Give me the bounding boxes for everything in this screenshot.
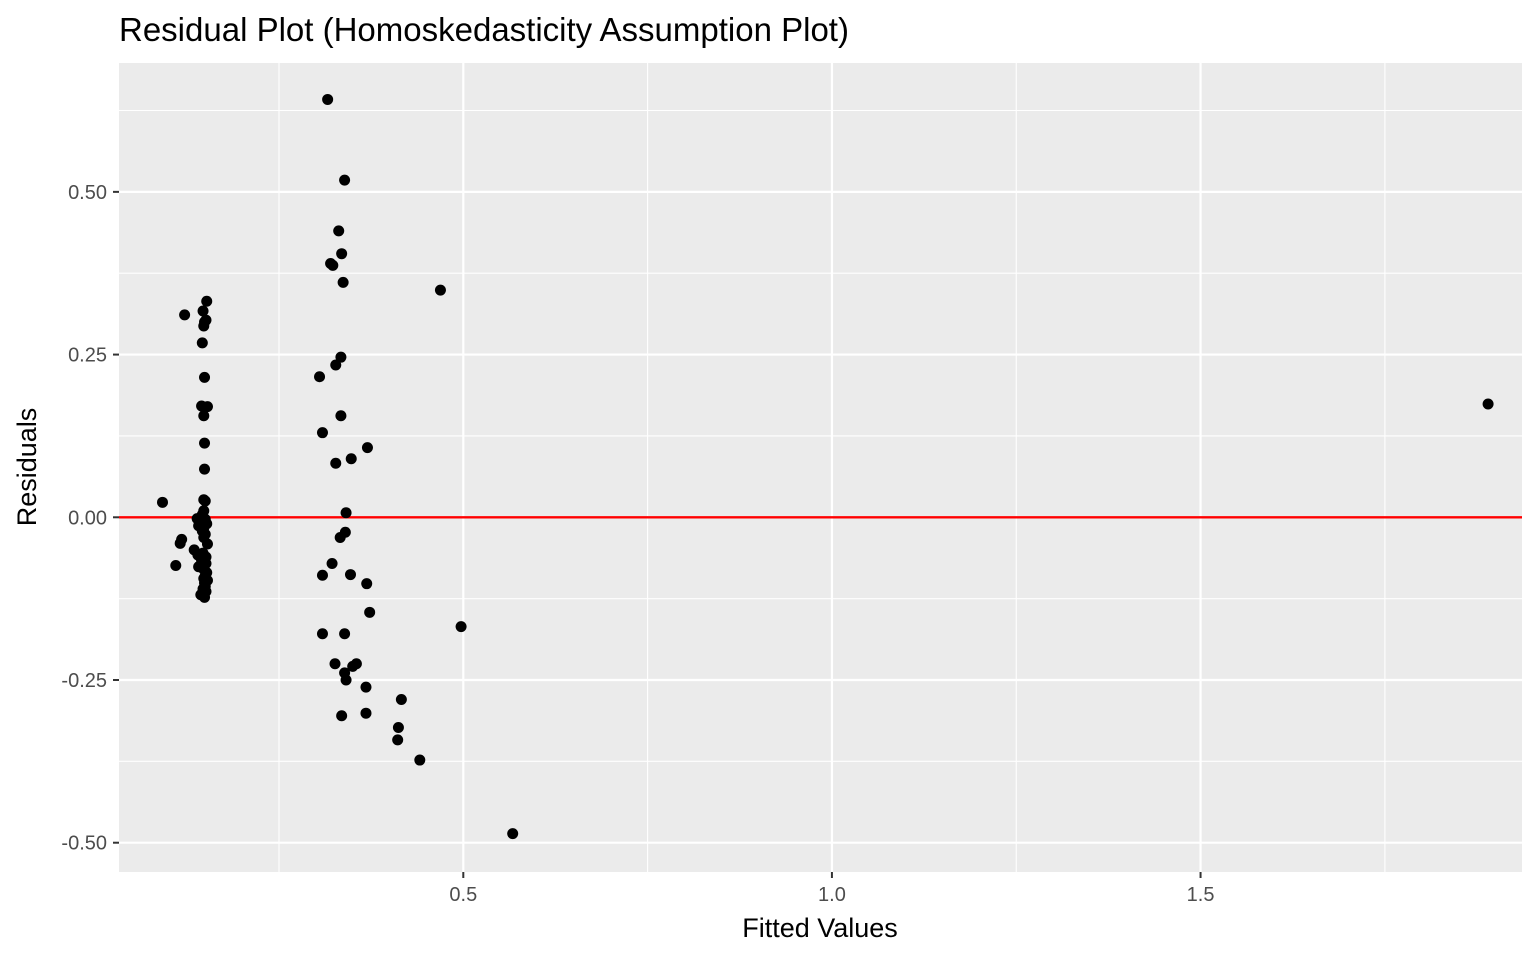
data-point-46	[198, 320, 210, 332]
data-point-52	[199, 437, 211, 449]
x-tick-label-1: 1.0	[818, 884, 846, 906]
data-point-5	[327, 259, 339, 271]
data-point-35	[336, 710, 348, 722]
x-tick-label-0: 0.5	[449, 884, 477, 906]
data-point-1	[339, 174, 351, 186]
data-point-31	[340, 674, 352, 686]
data-point-20	[316, 569, 328, 581]
data-point-37	[392, 734, 404, 746]
data-point-25	[316, 628, 328, 640]
data-point-40	[1482, 398, 1494, 410]
data-point-23	[364, 606, 376, 618]
data-points	[156, 93, 1494, 840]
data-point-47	[196, 337, 208, 349]
data-point-18	[334, 531, 346, 543]
y-tick-label-2: 0.00	[68, 507, 107, 529]
data-point-33	[395, 694, 407, 706]
data-point-7	[434, 284, 446, 296]
data-point-26	[339, 628, 351, 640]
data-point-48	[199, 371, 211, 383]
data-point-27	[329, 658, 341, 670]
data-point-41	[179, 309, 191, 321]
minor-gridlines	[119, 63, 1522, 872]
data-point-77	[170, 559, 182, 571]
data-point-22	[361, 578, 373, 590]
plot-panel	[119, 63, 1522, 872]
data-point-42	[201, 295, 213, 307]
data-point-32	[360, 681, 372, 693]
data-point-69	[174, 537, 186, 549]
data-point-56	[156, 496, 168, 508]
data-point-8	[335, 351, 347, 363]
data-point-6	[337, 276, 349, 288]
data-point-19	[326, 557, 338, 569]
y-tick-label-1: -0.25	[61, 670, 107, 692]
data-point-51	[198, 410, 210, 422]
x-axis-title: Fitted Values	[742, 913, 898, 943]
data-point-3	[336, 248, 348, 260]
data-point-55	[199, 495, 211, 507]
y-tick-label-3: 0.25	[68, 345, 107, 367]
data-point-34	[360, 707, 372, 719]
data-point-53	[199, 463, 211, 475]
data-point-70	[201, 538, 213, 550]
data-point-36	[392, 722, 404, 734]
data-point-43	[197, 305, 209, 317]
data-point-16	[340, 507, 352, 519]
data-point-12	[316, 427, 328, 439]
data-point-0	[322, 93, 334, 105]
data-point-90	[199, 591, 211, 603]
y-tick-label-4: 0.50	[68, 182, 107, 204]
data-point-11	[335, 410, 347, 422]
data-point-38	[414, 754, 426, 766]
data-point-21	[344, 569, 356, 581]
y-tick-label-0: -0.50	[61, 833, 107, 855]
data-point-10	[314, 371, 326, 383]
data-point-39	[507, 828, 519, 840]
data-point-29	[347, 660, 359, 672]
x-tick-label-2: 1.5	[1187, 884, 1215, 906]
data-point-24	[455, 621, 467, 633]
chart-title: Residual Plot (Homoskedasticity Assumpti…	[119, 11, 849, 48]
y-axis-title: Residuals	[12, 408, 42, 527]
x-axis: 0.5 1.0 1.5	[449, 872, 1214, 906]
data-point-9	[330, 359, 342, 371]
data-point-15	[330, 457, 342, 469]
data-point-14	[345, 453, 357, 465]
data-point-50	[201, 401, 213, 413]
y-axis: -0.50 -0.25 0.00 0.25 0.50	[61, 182, 119, 855]
data-point-2	[333, 225, 345, 237]
data-point-13	[361, 442, 373, 454]
